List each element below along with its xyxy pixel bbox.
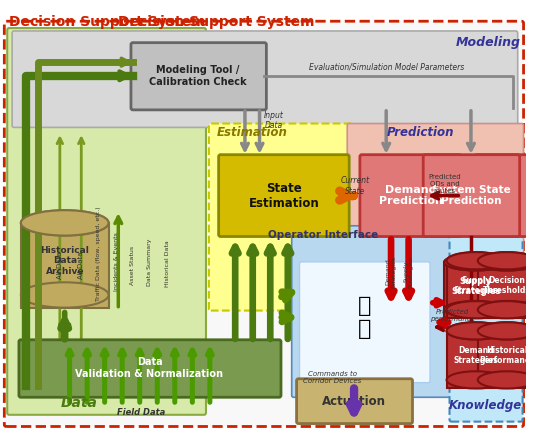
Text: Field Data: Field Data bbox=[116, 408, 165, 417]
Bar bbox=[447, 261, 505, 319]
Text: Demand
Prediction: Demand Prediction bbox=[378, 185, 443, 206]
Text: Historical
Performance: Historical Performance bbox=[479, 346, 535, 365]
Text: All Data: All Data bbox=[78, 252, 84, 280]
FancyBboxPatch shape bbox=[360, 155, 461, 236]
Text: Predicted
performance: Predicted performance bbox=[430, 309, 475, 322]
Text: Decision
Thresholds: Decision Thresholds bbox=[483, 276, 531, 295]
Text: Modeling: Modeling bbox=[456, 36, 521, 49]
Ellipse shape bbox=[447, 301, 505, 319]
Text: Historical Data: Historical Data bbox=[164, 240, 169, 287]
FancyBboxPatch shape bbox=[19, 340, 281, 397]
Text: Predicted
ODs and
routes: Predicted ODs and routes bbox=[429, 174, 461, 194]
Ellipse shape bbox=[478, 301, 536, 319]
Text: Traffic Data (flow, speed, etc.): Traffic Data (flow, speed, etc.) bbox=[96, 207, 101, 302]
FancyBboxPatch shape bbox=[292, 226, 452, 397]
FancyBboxPatch shape bbox=[12, 31, 518, 128]
FancyBboxPatch shape bbox=[131, 43, 266, 110]
Bar bbox=[478, 331, 536, 388]
Text: Decision Support System: Decision Support System bbox=[118, 15, 315, 29]
Ellipse shape bbox=[21, 210, 108, 236]
Ellipse shape bbox=[475, 254, 538, 271]
Bar bbox=[447, 331, 505, 388]
Text: Historical
Data
Archive: Historical Data Archive bbox=[40, 246, 89, 276]
FancyBboxPatch shape bbox=[475, 155, 539, 236]
Text: Demand
Strategies: Demand Strategies bbox=[453, 346, 498, 365]
Text: Operator Interface: Operator Interface bbox=[268, 229, 378, 239]
Text: Decision Support System: Decision Support System bbox=[9, 15, 206, 29]
Ellipse shape bbox=[475, 254, 538, 271]
Text: Evaluation/Simulation Model Parameters: Evaluation/Simulation Model Parameters bbox=[308, 62, 464, 72]
Ellipse shape bbox=[478, 322, 536, 340]
Text: Estimation: Estimation bbox=[216, 126, 287, 139]
Ellipse shape bbox=[478, 252, 536, 269]
Ellipse shape bbox=[447, 371, 505, 388]
Text: Prediction: Prediction bbox=[386, 126, 454, 139]
Text: Incidents & Events: Incidents & Events bbox=[114, 232, 119, 291]
Bar bbox=[21, 223, 108, 308]
Ellipse shape bbox=[447, 322, 505, 340]
Ellipse shape bbox=[475, 301, 538, 317]
Ellipse shape bbox=[447, 252, 505, 269]
Ellipse shape bbox=[478, 371, 536, 388]
Text: State
Estimation: State Estimation bbox=[248, 182, 319, 210]
FancyBboxPatch shape bbox=[4, 21, 523, 427]
FancyBboxPatch shape bbox=[209, 124, 354, 311]
Text: Actuation: Actuation bbox=[322, 395, 386, 408]
Ellipse shape bbox=[21, 282, 108, 308]
Text: Asset Status: Asset Status bbox=[130, 246, 135, 285]
Ellipse shape bbox=[478, 322, 536, 340]
Text: Modeling Tool /
Calibration Check: Modeling Tool / Calibration Check bbox=[149, 65, 247, 87]
Text: Supply
Strategies: Supply Strategies bbox=[453, 276, 498, 295]
Text: Knowledge: Knowledge bbox=[449, 399, 522, 412]
Ellipse shape bbox=[21, 210, 108, 236]
Text: Demand
Strategies: Demand Strategies bbox=[386, 256, 397, 288]
FancyBboxPatch shape bbox=[423, 155, 520, 236]
Ellipse shape bbox=[444, 301, 508, 317]
Ellipse shape bbox=[447, 322, 505, 340]
Text: Data
Validation & Normalization: Data Validation & Normalization bbox=[75, 357, 224, 379]
Text: Data Summary: Data Summary bbox=[147, 238, 152, 286]
Text: Current
State: Current State bbox=[341, 176, 370, 196]
Ellipse shape bbox=[444, 254, 508, 271]
Ellipse shape bbox=[444, 254, 508, 271]
Bar bbox=[478, 261, 536, 319]
Text: System State
Prediction: System State Prediction bbox=[432, 185, 510, 206]
Text: Supply
Strategies: Supply Strategies bbox=[451, 277, 501, 296]
Text: Input
Data: Input Data bbox=[264, 111, 284, 130]
FancyBboxPatch shape bbox=[7, 28, 206, 415]
Bar bbox=[475, 262, 538, 317]
FancyBboxPatch shape bbox=[347, 124, 523, 311]
FancyBboxPatch shape bbox=[219, 155, 349, 236]
Text: Data: Data bbox=[61, 396, 98, 410]
Text: 👤
🖥: 👤 🖥 bbox=[358, 296, 371, 339]
Text: Supply
Strategies: Supply Strategies bbox=[403, 256, 414, 288]
Bar bbox=[444, 262, 508, 317]
Text: All Data: All Data bbox=[57, 252, 63, 280]
FancyBboxPatch shape bbox=[300, 262, 430, 383]
Ellipse shape bbox=[447, 252, 505, 269]
Text: Commands to
Corridor Devices: Commands to Corridor Devices bbox=[303, 371, 362, 384]
FancyBboxPatch shape bbox=[296, 379, 412, 423]
FancyBboxPatch shape bbox=[450, 226, 523, 422]
Ellipse shape bbox=[478, 252, 536, 269]
